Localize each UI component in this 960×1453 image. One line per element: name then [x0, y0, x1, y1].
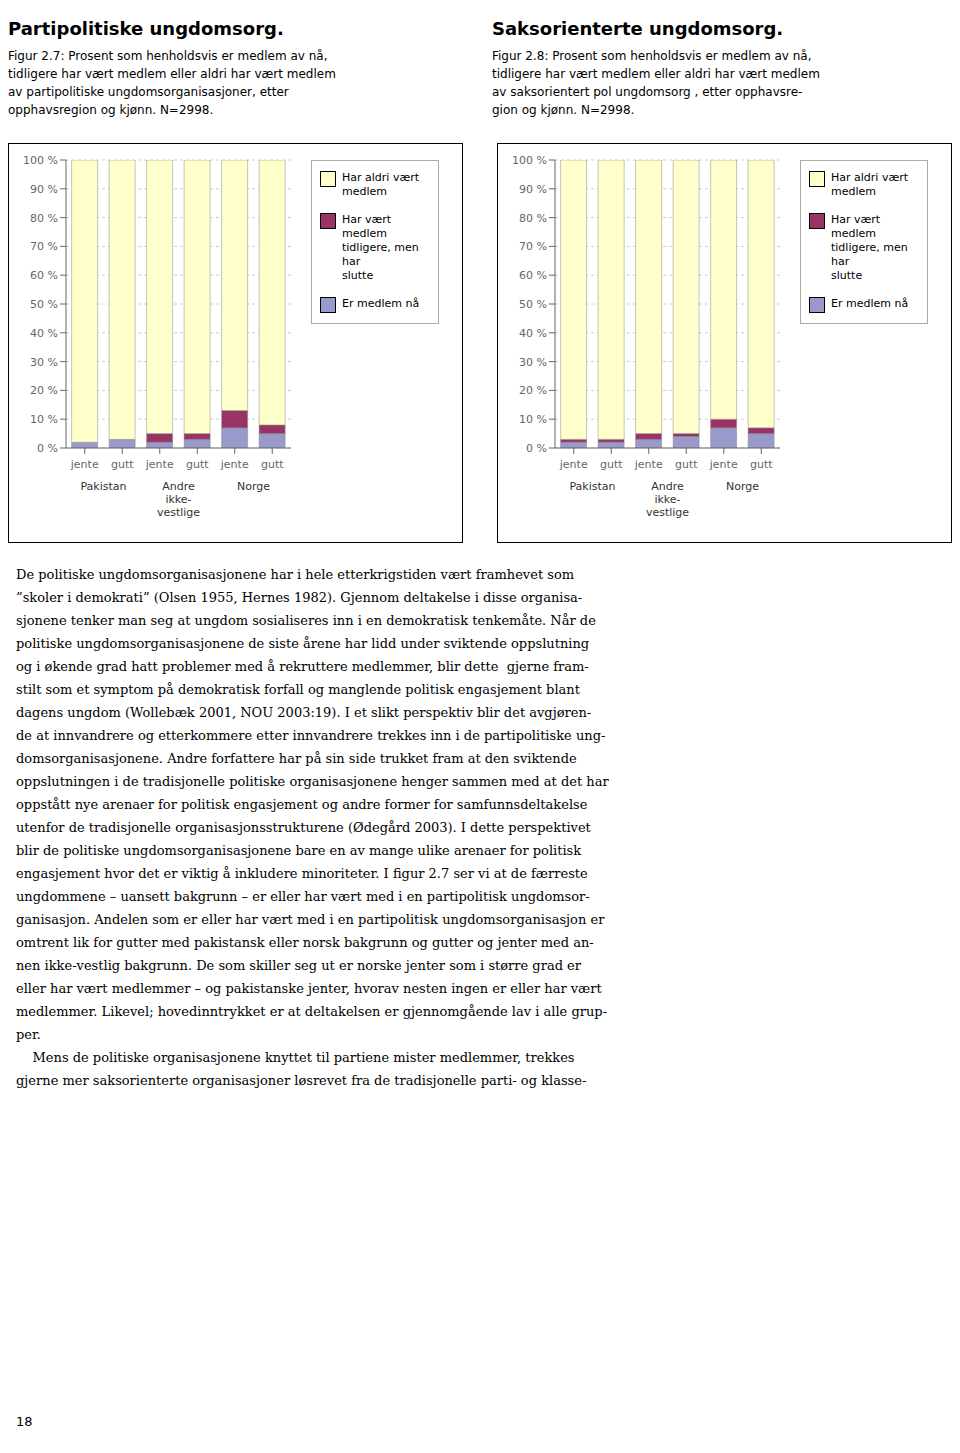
svg-text:Andre: Andre — [162, 480, 195, 493]
html-text:av partipolitiske ungdomsorgan: av partipolitiske ungdomsorganisasjoner,… — [8, 85, 289, 99]
svg-text:jente: jente — [70, 458, 99, 471]
svg-text:gutt: gutt — [111, 458, 134, 471]
html-text:18: 18 — [16, 1414, 33, 1429]
svg-text:jente: jente — [709, 458, 738, 471]
html-text:sjonene tenker man seg at ungd: sjonene tenker man seg at ungdom sosiali… — [16, 613, 596, 628]
svg-text:90 %: 90 % — [30, 183, 58, 196]
html-text:utenfor de tradisjonelle organ: utenfor de tradisjonelle organisasjonsst… — [16, 820, 591, 835]
svg-text:100 %: 100 % — [23, 154, 58, 167]
html-text:Figur 2.8: Prosent som henhold: Figur 2.8: Prosent som henholdsvis er me… — [492, 49, 812, 63]
svg-text:30 %: 30 % — [519, 356, 547, 369]
svg-text:Norge: Norge — [726, 480, 759, 493]
svg-text:gutt: gutt — [600, 458, 623, 471]
svg-text:90 %: 90 % — [519, 183, 547, 196]
html-text:Har vært medlem tidligere, men: Har vært medlem tidligere, men har slutt… — [831, 213, 908, 282]
html-text:Er medlem nå: Er medlem nå — [342, 297, 420, 310]
html-text:De politiske ungdomsorganisasj: De politiske ungdomsorganisasjonene har … — [16, 567, 575, 582]
html-text:engasjement hvor det er viktig: engasjement hvor det er viktig å inklude… — [16, 866, 588, 881]
html-text:Mens de politiske organisasjon: Mens de politiske organisasjonene knytte… — [16, 1050, 575, 1065]
html-text:tidligere har vært medlem elle: tidligere har vært medlem eller aldri ha… — [8, 67, 336, 81]
svg-text:0 %: 0 % — [37, 442, 58, 455]
html-text:ganisasjon. Andelen som er ell: ganisasjon. Andelen som er eller har vær… — [16, 912, 605, 927]
svg-text:10 %: 10 % — [519, 413, 547, 426]
svg-text:gutt: gutt — [186, 458, 209, 471]
html-text:medlemmer. Likevel; hovedinntr: medlemmer. Likevel; hovedinntrykket er a… — [16, 1004, 608, 1019]
svg-text:Andre: Andre — [651, 480, 684, 493]
html-text:Har vært medlem tidligere, men: Har vært medlem tidligere, men har slutt… — [342, 213, 419, 282]
html-text:domsorganisasjonene. Andre for: domsorganisasjonene. Andre forfattere ha… — [16, 751, 577, 766]
html-text:ungdommene – uansett bakgrunn: ungdommene – uansett bakgrunn – er eller… — [16, 889, 590, 904]
html-text:oppslutningen i de tradisjonel: oppslutningen i de tradisjonelle politis… — [16, 774, 609, 789]
html-text:Partipolitiske ungdomsorg.: Partipolitiske ungdomsorg. — [8, 18, 284, 39]
svg-text:60 %: 60 % — [30, 269, 58, 282]
html-text:de at innvandrere og etterkomm: de at innvandrere og etterkommere etter … — [16, 728, 606, 743]
html-text:omtrent lik for gutter med pak: omtrent lik for gutter med pakistansk el… — [16, 935, 594, 950]
svg-text:80 %: 80 % — [30, 212, 58, 225]
svg-text:50 %: 50 % — [30, 298, 58, 311]
svg-text:20 %: 20 % — [519, 384, 547, 397]
svg-text:jente: jente — [559, 458, 588, 471]
html-text:Er medlem nå: Er medlem nå — [831, 297, 909, 310]
svg-text:gutt: gutt — [675, 458, 698, 471]
svg-text:40 %: 40 % — [519, 327, 547, 340]
html-text:nen ikke-vestlig bakgrunn. De: nen ikke-vestlig bakgrunn. De som skille… — [16, 958, 581, 973]
svg-text:0 %: 0 % — [526, 442, 547, 455]
svg-text:ikke-: ikke- — [654, 493, 680, 506]
svg-text:jente: jente — [220, 458, 249, 471]
svg-text:vestlige: vestlige — [157, 506, 200, 519]
svg-text:70 %: 70 % — [30, 240, 58, 253]
svg-text:Norge: Norge — [237, 480, 270, 493]
html-text:eller har vært medlemmer – og: eller har vært medlemmer – og pakistansk… — [16, 981, 602, 996]
html-text:av saksorientert pol ungdomsor: av saksorientert pol ungdomsorg , etter … — [492, 85, 803, 99]
html-text:opphavsregion og kjønn. N=2998: opphavsregion og kjønn. N=2998. — [8, 103, 214, 117]
html-text:tidligere har vært medlem elle: tidligere har vært medlem eller aldri ha… — [492, 67, 820, 81]
html-text:gion og kjønn. N=2998.: gion og kjønn. N=2998. — [492, 103, 635, 117]
svg-text:jente: jente — [145, 458, 174, 471]
svg-text:10 %: 10 % — [30, 413, 58, 426]
svg-text:20 %: 20 % — [30, 384, 58, 397]
svg-text:jente: jente — [634, 458, 663, 471]
svg-text:100 %: 100 % — [512, 154, 547, 167]
html-text:per.: per. — [16, 1027, 41, 1042]
html-text:og i økende grad hatt probleme: og i økende grad hatt problemer med å re… — [16, 659, 589, 674]
html-text:politiske ungdomsorganisasjone: politiske ungdomsorganisasjonene de sist… — [16, 636, 590, 651]
svg-text:gutt: gutt — [750, 458, 773, 471]
html-text:gjerne mer saksorienterte orga: gjerne mer saksorienterte organisasjoner… — [16, 1073, 587, 1088]
svg-text:Pakistan: Pakistan — [569, 480, 615, 493]
svg-text:Pakistan: Pakistan — [80, 480, 126, 493]
svg-text:ikke-: ikke- — [165, 493, 191, 506]
svg-text:50 %: 50 % — [519, 298, 547, 311]
html-text:oppstått nye arenaer for polit: oppstått nye arenaer for politisk engasj… — [16, 797, 588, 812]
svg-text:vestlige: vestlige — [646, 506, 689, 519]
html-text:stilt som et symptom på demokr: stilt som et symptom på demokratisk forf… — [16, 682, 580, 697]
svg-text:60 %: 60 % — [519, 269, 547, 282]
svg-text:gutt: gutt — [261, 458, 284, 471]
svg-text:80 %: 80 % — [519, 212, 547, 225]
html-text:Saksorienterte ungdomsorg.: Saksorienterte ungdomsorg. — [492, 18, 784, 39]
html-text:Figur 2.7: Prosent som henhold: Figur 2.7: Prosent som henholdsvis er me… — [8, 49, 328, 63]
html-text:Har aldri vært medlem: Har aldri vært medlem — [342, 171, 419, 198]
svg-text:70 %: 70 % — [519, 240, 547, 253]
html-text:dagens ungdom (Wollebæk 2001,: dagens ungdom (Wollebæk 2001, NOU 2003:1… — [16, 705, 592, 720]
html-text:”skoler i demokrati” (Olsen 19: ”skoler i demokrati” (Olsen 1955, Hernes… — [16, 590, 583, 605]
html-text:Har aldri vært medlem: Har aldri vært medlem — [831, 171, 908, 198]
svg-text:40 %: 40 % — [30, 327, 58, 340]
svg-text:30 %: 30 % — [30, 356, 58, 369]
html-text:blir de politiske ungdomsorgan: blir de politiske ungdomsorganisasjonene… — [16, 843, 582, 858]
